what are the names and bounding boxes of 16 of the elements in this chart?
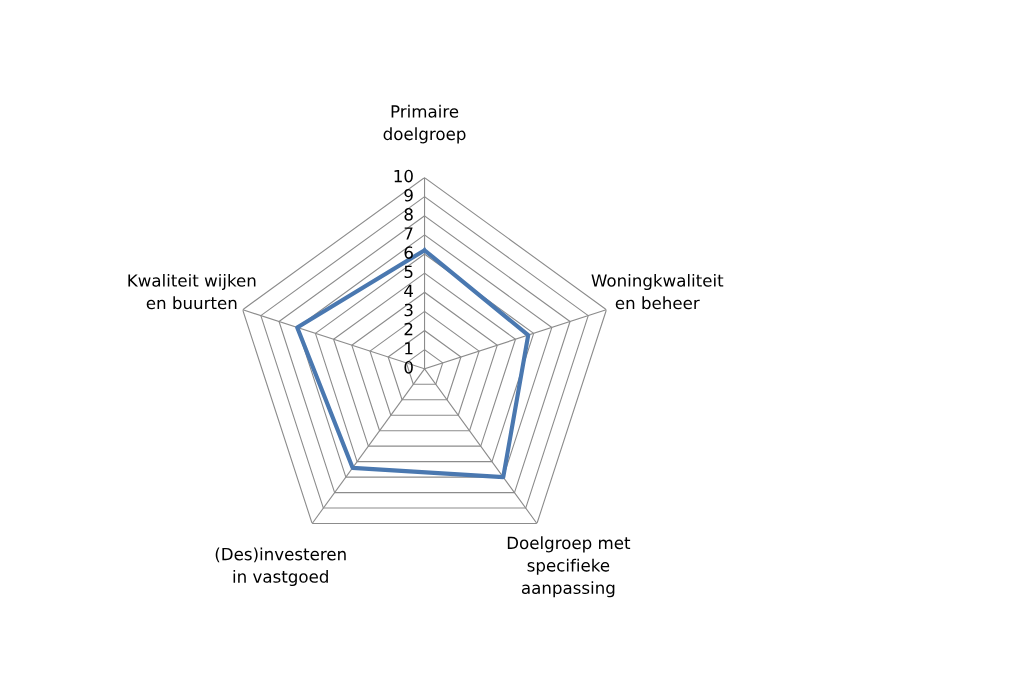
spoke-label: Primaire doelgroep xyxy=(383,104,466,144)
y-tick-label: 7 xyxy=(404,227,413,240)
y-tick-label: 10 xyxy=(394,169,413,183)
y-tick-label: 9 xyxy=(404,188,413,202)
y-tick-label: 5 xyxy=(404,265,413,279)
y-tick-label: 1 xyxy=(405,342,413,355)
y-tick-label: 6 xyxy=(404,246,413,259)
spoke-label: Kwaliteit wijken en buurten xyxy=(128,273,256,310)
spoke-label: Woningkwaliteit en beheer xyxy=(591,273,724,310)
spoke-label: Doelgroep met specifieke aanpassing xyxy=(507,536,631,598)
y-tick-label: 2 xyxy=(404,322,413,336)
y-tick-label: 8 xyxy=(404,208,413,221)
spoke-label: (Des)investeren in vastgoed xyxy=(215,547,346,587)
y-tick-label: 4 xyxy=(404,284,414,297)
y-tick-label: 0 xyxy=(404,361,413,374)
y-tick-label: 3 xyxy=(404,303,413,317)
